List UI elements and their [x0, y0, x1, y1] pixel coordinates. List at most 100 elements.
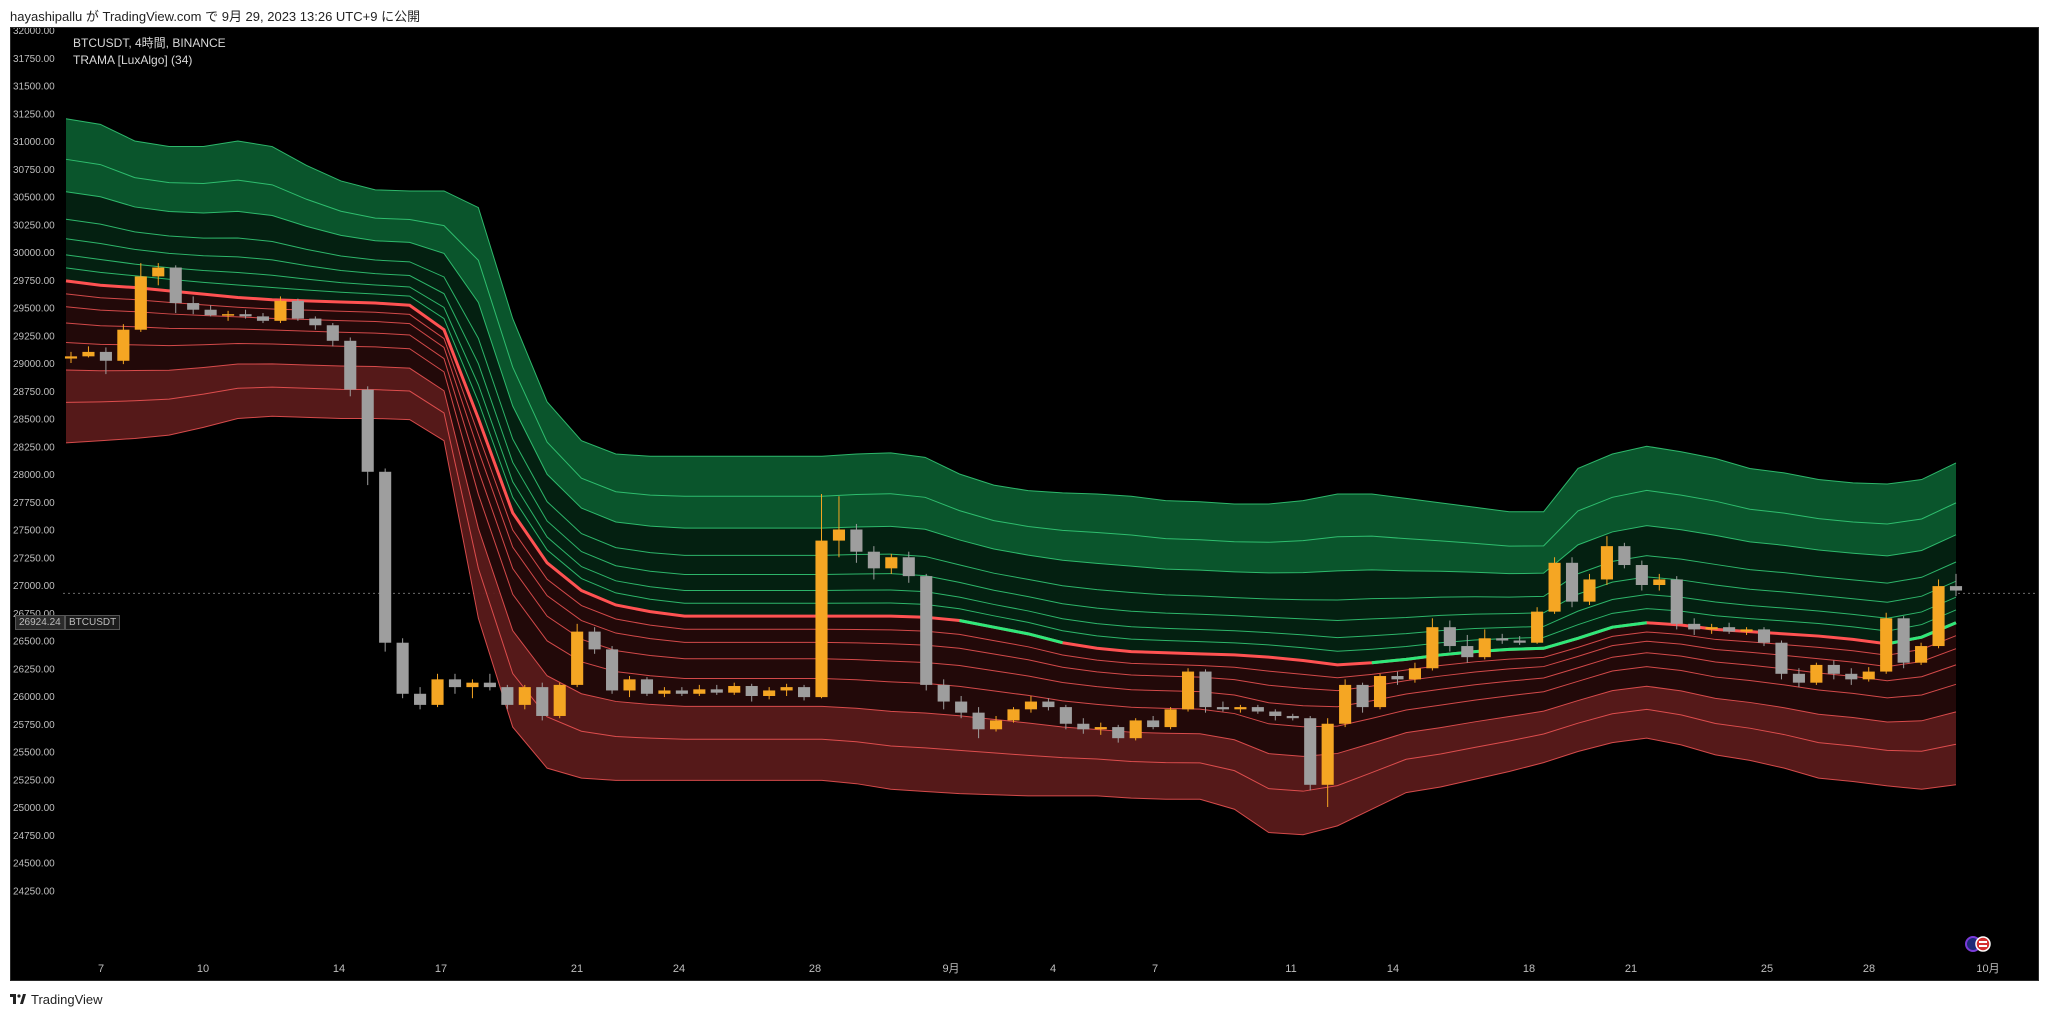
trama-bull-segment [1371, 621, 1647, 665]
x-tick-label: 28 [1863, 963, 1875, 975]
upper-band-line [65, 158, 1957, 547]
candle-body [1949, 586, 1963, 591]
y-tick-label: 27500.00 [13, 526, 55, 537]
candle-body [1269, 711, 1282, 716]
candle-body [309, 318, 322, 326]
trama-bull-segment [959, 619, 1063, 645]
x-tick-label: 17 [435, 963, 447, 975]
candle-body [640, 679, 654, 694]
candle-body [1147, 720, 1160, 728]
chart-area[interactable]: 24250.00 24500.00 24750.00 25000.00 25250.00… [10, 27, 2039, 981]
x-tick-label: 11 [1285, 963, 1296, 975]
lower-band-line [65, 386, 1957, 792]
flag-icon[interactable] [1964, 934, 1994, 954]
x-tick-label: 7 [1152, 963, 1158, 975]
candle-body [1670, 579, 1683, 624]
candle-body [483, 682, 496, 688]
candle-body [728, 686, 741, 693]
candle-body [1077, 723, 1090, 730]
candle-body [344, 340, 357, 390]
candle-body [1618, 546, 1631, 566]
candle-body [1548, 562, 1561, 612]
candle-body [501, 687, 514, 705]
upper-band-line [65, 267, 1957, 652]
candle-body [1723, 627, 1736, 632]
upper-band-line [65, 218, 1957, 601]
y-tick-label: 25750.00 [13, 720, 55, 731]
candle-body [1600, 546, 1613, 580]
candle-body [152, 267, 165, 277]
candle-body [1513, 640, 1526, 643]
y-tick-label: 28500.00 [13, 415, 55, 426]
y-tick-label: 24500.00 [13, 859, 55, 870]
lower-band-line [65, 363, 1957, 757]
candle-body [1862, 671, 1875, 680]
footer: TradingView [10, 990, 103, 1008]
y-tick-label: 28750.00 [13, 387, 55, 398]
y-tick-label: 26250.00 [13, 664, 55, 675]
x-tick-label: 10 [197, 963, 209, 975]
candle-body [1024, 701, 1038, 710]
candle-body [291, 300, 304, 319]
candle-body [326, 325, 339, 341]
y-tick-label: 31000.00 [13, 137, 55, 148]
upper-band-line [65, 191, 1957, 575]
footer-brand[interactable]: TradingView [31, 991, 103, 1007]
y-tick-label: 24250.00 [13, 886, 55, 897]
candle-body [1234, 707, 1247, 710]
candle-body [536, 687, 549, 716]
x-tick-label: 9月 [942, 963, 959, 975]
candle-body [937, 684, 950, 702]
upper-band-line [65, 254, 1957, 639]
candle-body [134, 276, 147, 330]
y-tick-label: 29250.00 [13, 331, 55, 342]
candle-body [1112, 727, 1125, 739]
legend-indicator[interactable]: TRAMA [LuxAlgo] (34) [73, 53, 193, 67]
x-tick-label: 18 [1523, 963, 1535, 975]
candle-body [1740, 629, 1753, 632]
lower-band-line [65, 341, 1957, 728]
lower-band-line [65, 306, 1957, 692]
candlestick-chart[interactable]: 24250.00 24500.00 24750.00 25000.00 25250.00… [11, 28, 2038, 980]
candle-body [989, 720, 1003, 730]
candle-body [780, 687, 793, 691]
y-tick-label: 31250.00 [13, 109, 55, 120]
candle-body [1880, 618, 1893, 672]
y-tick-label: 29500.00 [13, 304, 55, 315]
candle-body [1915, 646, 1928, 663]
candle-body [1216, 707, 1229, 710]
candle-body [448, 679, 462, 688]
candle-body [222, 314, 235, 316]
candle-body [571, 631, 584, 685]
legend-symbol[interactable]: BTCUSDT, 4時間, BINANCE [73, 36, 226, 50]
candle-body [1199, 671, 1212, 708]
candle-body [274, 300, 287, 321]
publish-header: hayashipallu が TradingView.com で 9月 29, … [10, 9, 421, 24]
lower-inner-band [66, 280, 1956, 757]
upper-band-line [65, 118, 1957, 513]
candle-body [815, 540, 828, 698]
candle-body [1932, 586, 1945, 647]
x-tick-label: 25 [1761, 963, 1773, 975]
candle-body [518, 687, 531, 705]
candle-body [955, 701, 968, 713]
y-tick-label: 26000.00 [13, 692, 55, 703]
candle-body [798, 687, 811, 698]
candle-body [431, 679, 444, 705]
candle-body [885, 557, 898, 569]
y-tick-label: 31500.00 [13, 82, 55, 93]
candle-body [1810, 664, 1823, 683]
candle-body [658, 690, 671, 694]
candle-body [169, 267, 182, 304]
candle-body [466, 682, 479, 688]
candle-body [1408, 668, 1421, 680]
candle-body [972, 712, 985, 730]
candle-body [1356, 684, 1369, 708]
candle-body [1286, 715, 1299, 719]
candle-body [693, 689, 706, 694]
candle-body [553, 684, 566, 716]
lower-band-line [65, 322, 1957, 708]
candle-body [1059, 707, 1072, 724]
candle-body [606, 649, 619, 691]
x-tick-label: 10月 [1976, 963, 1999, 975]
